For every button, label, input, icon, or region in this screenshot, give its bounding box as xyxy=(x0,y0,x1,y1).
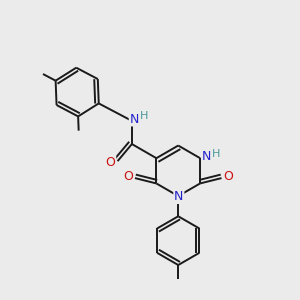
Text: N: N xyxy=(202,150,211,163)
Text: O: O xyxy=(123,170,133,183)
Text: H: H xyxy=(212,149,221,159)
Text: H: H xyxy=(140,111,148,121)
Text: O: O xyxy=(106,156,116,169)
Text: O: O xyxy=(224,170,234,183)
Text: N: N xyxy=(174,190,184,203)
Text: N: N xyxy=(130,112,139,126)
